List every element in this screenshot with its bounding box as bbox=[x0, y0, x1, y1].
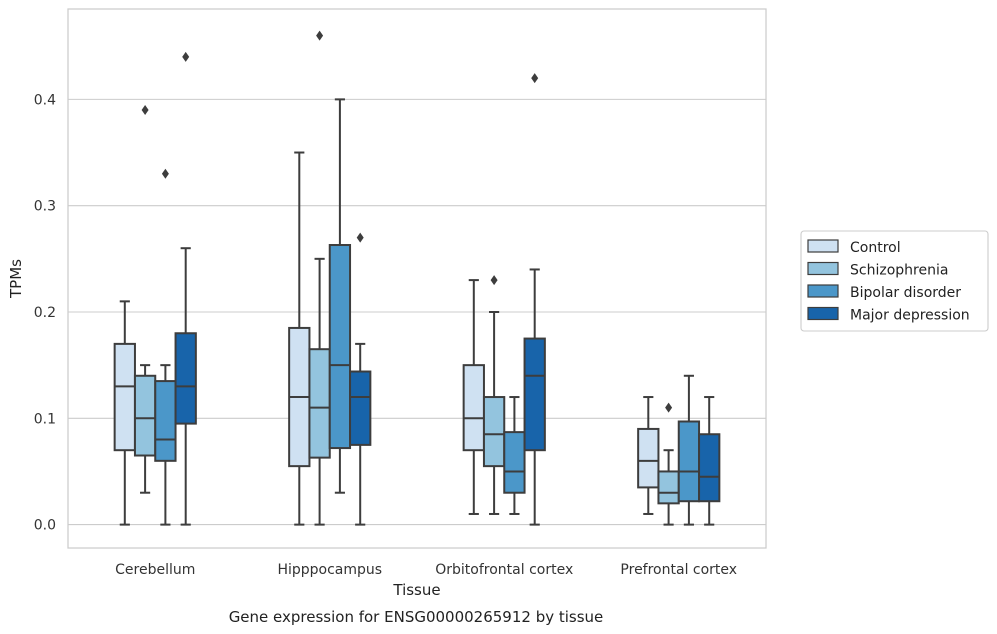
legend-item: Major depression bbox=[807, 306, 970, 324]
box-body bbox=[677, 420, 701, 503]
category-group bbox=[462, 73, 546, 526]
x-axis-ticks: Cerebellum Hipppocampus Orbitofrontal cort… bbox=[115, 562, 737, 578]
box bbox=[657, 402, 680, 526]
box-body bbox=[523, 337, 546, 452]
outlier-point bbox=[182, 51, 190, 62]
y-tick-label: 0.0 bbox=[34, 518, 56, 534]
legend-label: Major depression bbox=[850, 308, 970, 324]
legend-frame bbox=[800, 230, 989, 332]
box-body bbox=[657, 470, 680, 505]
outlier-point bbox=[356, 232, 364, 243]
box bbox=[523, 73, 546, 526]
legend: Control Schizophrenia Bipolar disorder Majo… bbox=[800, 230, 989, 332]
y-tick-label: 0.3 bbox=[34, 199, 56, 215]
outlier-point bbox=[665, 402, 673, 413]
y-axis-ticks: 0.0 0.1 0.2 0.3 0.4 bbox=[34, 92, 56, 533]
legend-swatch bbox=[807, 261, 839, 276]
category-group bbox=[637, 374, 721, 526]
legend-item: Schizophrenia bbox=[807, 261, 948, 279]
outlier-point bbox=[316, 30, 324, 41]
box bbox=[698, 396, 721, 526]
box-body bbox=[308, 348, 331, 459]
box-body bbox=[637, 427, 660, 489]
box-body bbox=[174, 332, 197, 425]
plot-area bbox=[68, 9, 766, 548]
y-axis-label: TPMs bbox=[7, 259, 25, 299]
box bbox=[637, 396, 660, 515]
box-body bbox=[133, 374, 157, 457]
x-tick-label: Cerebellum bbox=[115, 562, 195, 578]
box-body bbox=[462, 364, 485, 452]
legend-item: Control bbox=[807, 239, 901, 256]
x-tick-label: Prefrontal cortex bbox=[620, 562, 737, 578]
y-tick-label: 0.4 bbox=[34, 92, 56, 108]
box bbox=[462, 279, 485, 515]
legend-label: Schizophrenia bbox=[850, 263, 948, 279]
outlier-point bbox=[531, 73, 539, 84]
box-body bbox=[698, 433, 721, 503]
box-body bbox=[503, 431, 526, 494]
legend-swatch bbox=[807, 306, 839, 321]
chart-caption: Gene expression for ENSG00000265912 by t… bbox=[229, 608, 604, 626]
category-group bbox=[113, 51, 197, 526]
legend-label: Control bbox=[850, 240, 901, 256]
outlier-point bbox=[141, 104, 149, 115]
y-tick-label: 0.2 bbox=[34, 305, 56, 321]
box-body bbox=[154, 380, 177, 462]
box bbox=[288, 151, 311, 526]
outlier-point bbox=[490, 275, 498, 286]
legend-swatch bbox=[807, 239, 839, 253]
y-tick-label: 0.1 bbox=[34, 411, 56, 427]
box bbox=[174, 51, 197, 526]
x-axis-label: Tissue bbox=[392, 581, 440, 599]
box-body bbox=[482, 396, 506, 468]
box-body bbox=[349, 370, 372, 446]
box-body bbox=[113, 342, 136, 452]
plot-frame bbox=[67, 8, 767, 549]
legend-label: Bipolar disorder bbox=[850, 285, 961, 301]
box bbox=[349, 232, 372, 526]
category-group bbox=[288, 30, 372, 526]
legend-swatch bbox=[807, 284, 839, 298]
legend-item: Bipolar disorder bbox=[807, 284, 961, 301]
box bbox=[677, 374, 701, 526]
box bbox=[503, 396, 526, 515]
box bbox=[133, 104, 157, 494]
x-tick-label: Hipppocampus bbox=[277, 562, 382, 578]
box-body bbox=[328, 244, 352, 450]
x-tick-label: Orbitofrontal cortex bbox=[435, 562, 573, 578]
box-groups bbox=[113, 30, 721, 526]
box bbox=[328, 98, 352, 494]
outlier-point bbox=[161, 168, 169, 179]
